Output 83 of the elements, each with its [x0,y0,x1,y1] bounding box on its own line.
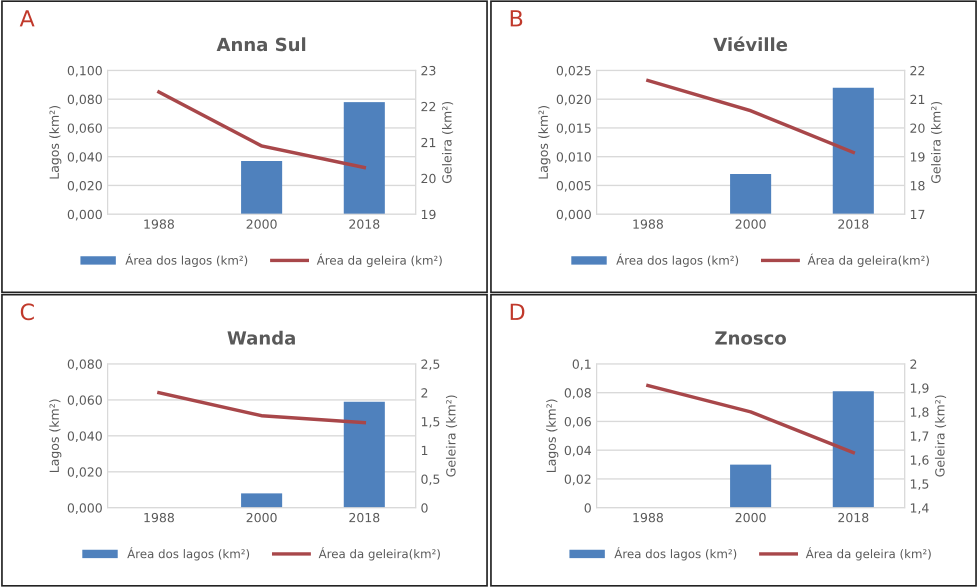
text: B [510,10,522,26]
y2-tick-label: 22 [910,66,924,76]
y2-tick-label: 2 [910,359,916,369]
y2-tick-label: 1,4 [910,503,929,514]
y-axis-title: Lagos (km²) [538,106,550,179]
y2-tick-label: 19 [422,210,436,220]
y-tick-label: 0,060 [68,123,102,134]
y2-tick-label: 23 [421,66,436,76]
chart-title: Anna Sul [216,37,306,52]
legend-label: Área dos lagos (km²) [614,547,736,561]
legend-label: Área da geleira (km²) [316,254,442,268]
legend-label: Área da geleira(km²) [318,547,440,561]
y-tick-label: 0,020 [556,94,591,106]
y2-tick-label: 22 [421,102,436,112]
legend-label: Área dos lagos (km²) [125,254,248,268]
chart-title: Wanda [227,330,295,345]
y-axis-title: Lagos (km²) [49,106,62,179]
x-tick-label: 1988 [144,512,174,522]
y2-tick-label: 1,8 [910,407,929,418]
y2-axis-title: Geleira (km²) [930,102,942,184]
y2-axis-title: Geleira (km²) [446,395,458,477]
y-tick-label: 0,000 [556,210,591,220]
y-axis-title: Lagos (km²) [546,399,558,472]
legend-label: Área dos lagos (km²) [127,547,250,561]
legend-label: Área da geleira(km²) [808,254,929,268]
y2-tick-label: 20 [910,123,925,133]
x-tick-label: 2018 [838,512,868,522]
y2-tick-label: 2 [421,388,428,398]
text: D [510,304,524,320]
chart-title: Viéville [713,36,788,52]
y-tick-label: 0,100 [68,66,102,77]
y2-tick-label: 17 [910,210,924,220]
y2-tick-label: 19 [910,152,925,162]
x-tick-label: 1988 [633,219,663,229]
y-tick-label: 0,060 [68,395,102,406]
y2-tick-label: 21 [421,138,436,148]
y-tick-label: 0,040 [68,152,102,163]
y-tick-label: 0,000 [68,210,102,220]
chart-title: Znosco [715,331,786,345]
legend-label: Área dos lagos (km²) [616,254,738,268]
y2-axis-title: Geleira (km²) [442,102,454,184]
y2-tick-label: 1,5 [422,417,440,428]
y-tick-label: 0,080 [68,359,102,370]
x-tick-label: 2018 [349,512,380,522]
y-tick-label: 0,06 [564,416,591,428]
text: A [20,10,35,26]
x-tick-label: 2000 [736,512,766,522]
y2-tick-label: 2,5 [421,359,440,370]
y2-tick-label: 1 [422,446,428,455]
y-tick-label: 0,02 [564,474,590,486]
y2-tick-label: 1,9 [910,383,929,394]
y2-tick-label: 0,5 [421,474,440,486]
legend-label: Área da geleira (km²) [806,547,931,561]
y-tick-label: 0,08 [564,388,591,399]
y-tick-label: 0,000 [68,503,102,514]
y2-axis-title: Geleira (km²) [934,395,946,477]
x-tick-label: 2000 [736,219,766,229]
x-tick-label: 2018 [838,219,868,229]
y-tick-label: 0 [584,503,591,513]
y2-tick-label: 21 [910,94,924,104]
y-axis-title: Lagos (km²) [49,399,62,472]
y2-tick-label: 1,6 [910,455,929,466]
y2-tick-label: 1,5 [910,479,928,490]
y2-tick-label: 20 [421,174,436,184]
y2-tick-label: 18 [910,180,925,190]
y-tick-label: 0,04 [564,446,592,456]
y-tick-label: 0,015 [556,123,591,134]
y-tick-label: 0,1 [572,359,591,370]
x-tick-label: 1988 [144,219,174,229]
y-tick-label: 0,020 [68,467,102,478]
y2-tick-label: 0 [421,503,428,513]
x-tick-label: 1988 [633,512,663,522]
x-tick-label: 2000 [246,512,277,522]
y-tick-label: 0,020 [68,180,102,192]
text: C [20,303,34,320]
y-tick-label: 0,025 [556,66,591,77]
y-tick-label: 0,040 [68,431,102,442]
y-tick-label: 0,005 [556,180,591,192]
y2-tick-label: 1,7 [910,431,928,442]
x-tick-label: 2000 [246,219,277,229]
y-tick-label: 0,010 [556,152,591,163]
y-tick-label: 0,080 [68,94,102,106]
x-tick-label: 2018 [349,219,380,229]
